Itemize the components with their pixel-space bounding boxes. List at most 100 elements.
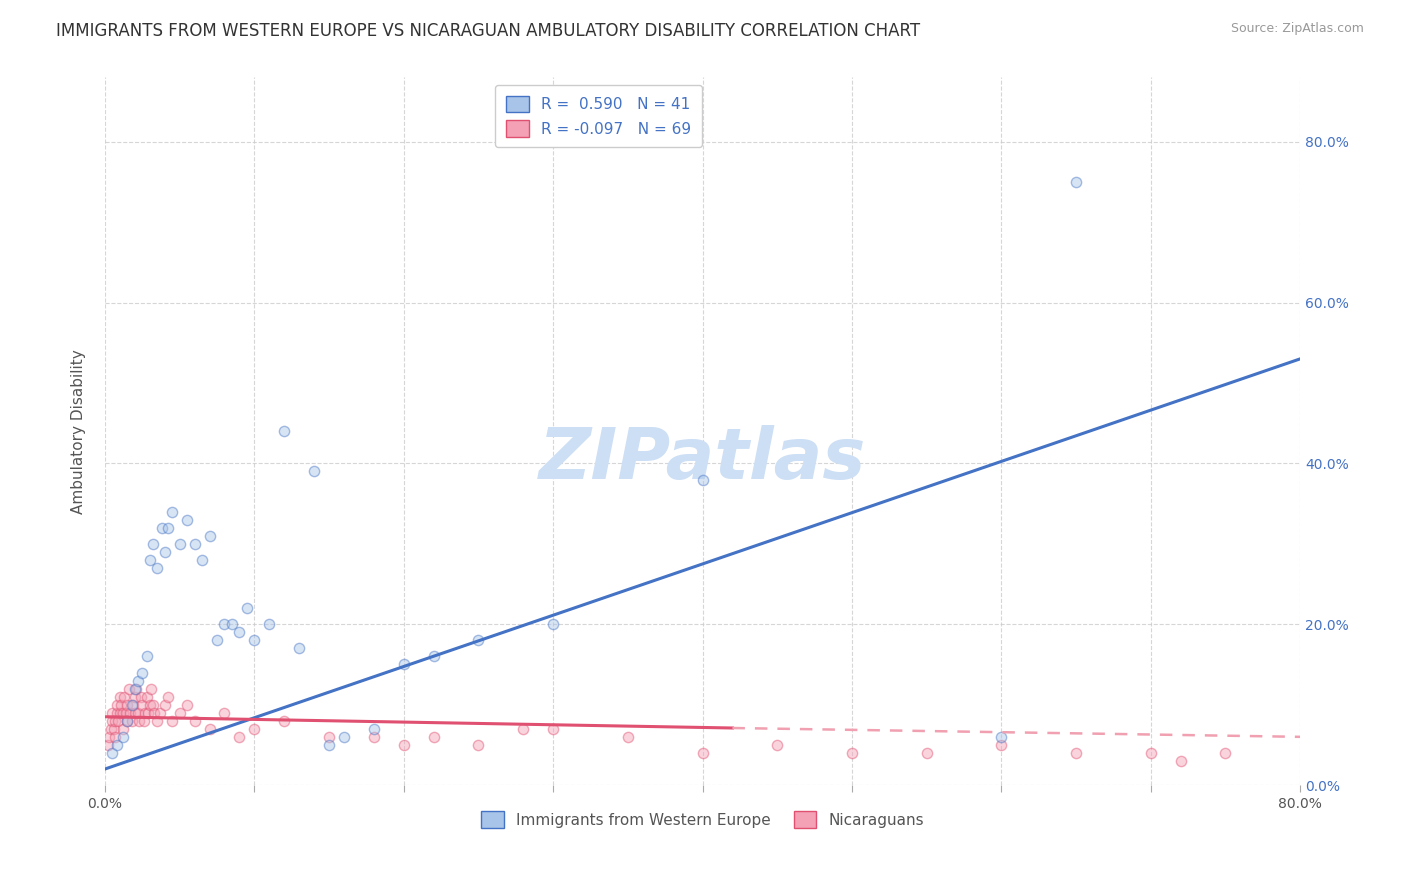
Point (135, 649, 157, 664)
Point (302, 465, 325, 479)
Point (111, 706, 134, 720)
Point (142, 698, 165, 712)
Point (318, 730, 340, 744)
Point (146, 714, 169, 728)
Point (121, 698, 143, 712)
Point (111, 730, 134, 744)
Point (117, 714, 139, 728)
Point (198, 529, 221, 543)
Point (214, 706, 236, 720)
Point (143, 706, 166, 720)
Legend: Immigrants from Western Europe, Nicaraguans: Immigrants from Western Europe, Nicaragu… (475, 805, 931, 834)
Point (243, 633, 266, 648)
Point (117, 698, 139, 712)
Point (243, 722, 266, 736)
Point (467, 633, 489, 648)
Point (160, 714, 183, 728)
Point (131, 698, 153, 712)
Point (183, 714, 205, 728)
Point (1139, 746, 1161, 760)
Point (105, 738, 128, 752)
Text: IMMIGRANTS FROM WESTERN EUROPE VS NICARAGUAN AMBULATORY DISABILITY CORRELATION C: IMMIGRANTS FROM WESTERN EUROPE VS NICARA… (56, 22, 921, 40)
Point (120, 706, 142, 720)
Point (129, 690, 152, 704)
Point (766, 738, 789, 752)
Point (118, 681, 141, 696)
Point (139, 553, 162, 567)
Point (153, 698, 176, 712)
Point (132, 714, 155, 728)
Point (101, 706, 124, 720)
Point (131, 665, 153, 680)
Point (101, 714, 124, 728)
Point (841, 746, 863, 760)
Point (125, 681, 148, 696)
Point (127, 673, 149, 688)
Point (363, 730, 385, 744)
Point (1215, 746, 1237, 760)
Point (156, 690, 179, 704)
Point (136, 706, 159, 720)
Point (153, 545, 176, 559)
Text: ZIPatlas: ZIPatlas (538, 425, 866, 494)
Point (122, 698, 145, 712)
Point (422, 730, 444, 744)
Point (990, 738, 1012, 752)
Point (541, 722, 564, 736)
Point (101, 746, 124, 760)
Point (228, 625, 250, 640)
Point (139, 698, 162, 712)
Point (134, 706, 156, 720)
Point (105, 698, 128, 712)
Y-axis label: Ambulatory Disability: Ambulatory Disability (72, 349, 86, 514)
Point (169, 706, 191, 720)
Point (422, 649, 444, 664)
Point (104, 714, 127, 728)
Point (214, 617, 236, 632)
Point (205, 633, 228, 648)
Point (236, 601, 259, 615)
Text: Source: ZipAtlas.com: Source: ZipAtlas.com (1230, 22, 1364, 36)
Point (221, 617, 243, 632)
Point (103, 722, 125, 736)
Point (1170, 754, 1192, 768)
Point (117, 714, 139, 728)
Point (392, 657, 415, 672)
Point (273, 714, 295, 728)
Point (191, 553, 214, 567)
Point (198, 722, 221, 736)
Point (128, 714, 150, 728)
Point (169, 537, 191, 551)
Point (121, 714, 143, 728)
Point (146, 561, 169, 575)
Point (105, 706, 128, 720)
Point (273, 424, 295, 438)
Point (108, 706, 131, 720)
Point (97, 738, 120, 752)
Point (363, 722, 385, 736)
Point (228, 730, 250, 744)
Point (108, 690, 131, 704)
Point (990, 730, 1012, 744)
Point (617, 730, 640, 744)
Point (160, 505, 183, 519)
Point (392, 738, 415, 752)
Point (112, 690, 135, 704)
Point (692, 746, 714, 760)
Point (107, 714, 129, 728)
Point (135, 690, 157, 704)
Point (333, 730, 356, 744)
Point (915, 746, 938, 760)
Point (1064, 175, 1087, 189)
Point (98, 730, 121, 744)
Point (150, 521, 173, 535)
Point (111, 722, 134, 736)
Point (124, 706, 146, 720)
Point (141, 681, 163, 696)
Point (104, 730, 127, 744)
Point (124, 690, 146, 704)
Point (692, 473, 714, 487)
Point (115, 706, 138, 720)
Point (318, 738, 340, 752)
Point (100, 722, 122, 736)
